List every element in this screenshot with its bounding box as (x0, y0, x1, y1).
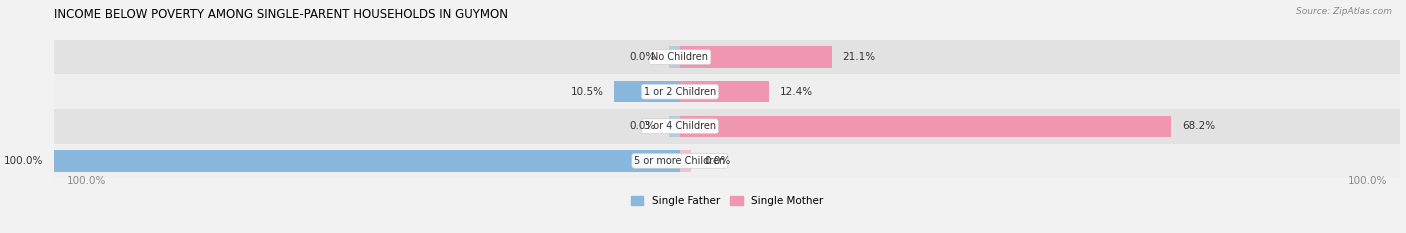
Text: 0.0%: 0.0% (704, 156, 730, 166)
Bar (681, 150, 690, 171)
Bar (53, 40, 1400, 74)
Text: 3 or 4 Children: 3 or 4 Children (644, 121, 716, 131)
Text: 0.0%: 0.0% (630, 121, 655, 131)
Bar (681, 116, 1171, 137)
Bar (681, 81, 769, 102)
Bar (669, 116, 681, 137)
Legend: Single Father, Single Mother: Single Father, Single Mother (627, 193, 827, 209)
Bar (681, 46, 832, 68)
Text: 10.5%: 10.5% (571, 87, 603, 97)
Bar (614, 81, 681, 102)
Text: 100.0%: 100.0% (1347, 176, 1386, 186)
Text: 5 or more Children: 5 or more Children (634, 156, 725, 166)
Bar (53, 144, 1400, 178)
Text: No Children: No Children (651, 52, 709, 62)
Bar (53, 109, 1400, 144)
Text: 21.1%: 21.1% (842, 52, 876, 62)
Text: 68.2%: 68.2% (1182, 121, 1215, 131)
Bar (53, 74, 1400, 109)
Text: 100.0%: 100.0% (67, 176, 107, 186)
Bar (669, 46, 681, 68)
Text: 0.0%: 0.0% (630, 52, 655, 62)
Bar (53, 150, 681, 171)
Text: 12.4%: 12.4% (780, 87, 813, 97)
Text: 100.0%: 100.0% (3, 156, 42, 166)
Text: Source: ZipAtlas.com: Source: ZipAtlas.com (1296, 7, 1392, 16)
Text: 1 or 2 Children: 1 or 2 Children (644, 87, 716, 97)
Text: INCOME BELOW POVERTY AMONG SINGLE-PARENT HOUSEHOLDS IN GUYMON: INCOME BELOW POVERTY AMONG SINGLE-PARENT… (53, 8, 508, 21)
